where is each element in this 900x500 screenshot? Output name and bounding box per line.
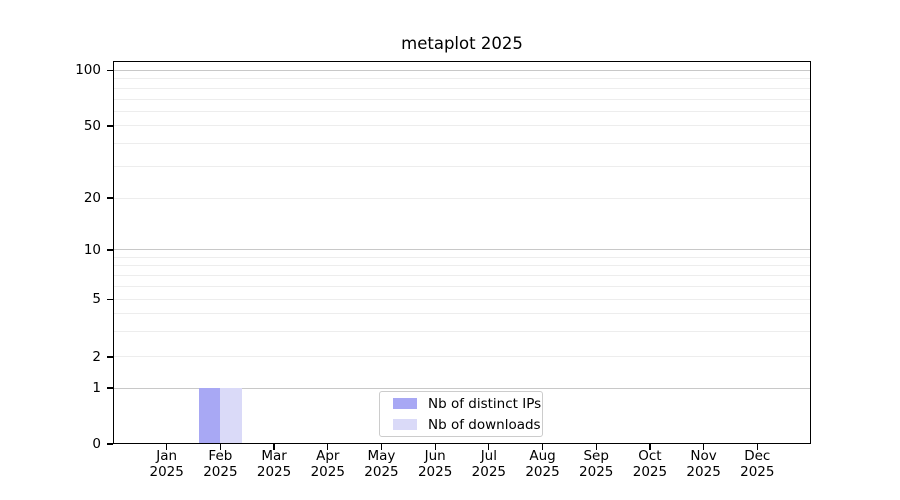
x-tick-month: May [367, 448, 396, 464]
gridline-major [113, 249, 811, 251]
y-tick-mark [107, 125, 113, 127]
x-tick-month: Jun [424, 448, 446, 464]
y-tick-label: 1 [92, 380, 101, 396]
chart-title: metaplot 2025 [401, 34, 523, 53]
y-tick-label: 10 [83, 241, 101, 258]
x-tick-year: 2025 [632, 463, 668, 480]
x-tick-month: Feb [208, 448, 233, 464]
x-tick-year: 2025 [579, 463, 614, 480]
x-tick-year: 2025 [417, 463, 453, 480]
gridline-minor [113, 331, 811, 333]
gridline-minor [113, 197, 811, 199]
x-tick-year: 2025 [310, 463, 345, 480]
gridline-minor [113, 265, 811, 267]
legend-label: Nb of distinct IPs [428, 395, 542, 412]
x-tick-label: Nov 2025 [674, 448, 734, 480]
x-tick-label: May 2025 [351, 448, 411, 480]
legend-swatch-icon [393, 398, 417, 409]
gridline-minor [113, 274, 811, 276]
x-tick-mark [219, 444, 221, 450]
x-tick-mark [649, 444, 651, 450]
x-tick-label: Dec 2025 [727, 448, 787, 480]
gridline-minor [113, 356, 811, 358]
legend-item: Nb of distinct IPs [393, 394, 542, 413]
y-tick-label: 2 [92, 348, 101, 365]
x-tick-label: Jan 2025 [137, 448, 197, 480]
x-tick-label: Mar 2025 [244, 448, 304, 480]
y-tick-mark [107, 356, 113, 358]
y-tick-mark [107, 197, 113, 199]
x-tick-year: 2025 [203, 463, 238, 480]
x-tick-month: Jan [156, 448, 178, 464]
legend-swatch-icon [393, 419, 417, 430]
legend: Nb of distinct IPs Nb of downloads [379, 391, 543, 437]
legend-label: Nb of downloads [428, 416, 541, 433]
gridline-minor [113, 98, 811, 100]
x-tick-year: 2025 [364, 463, 399, 480]
gridline-minor [113, 165, 811, 167]
y-tick-label: 100 [75, 62, 101, 79]
x-tick-label: Apr 2025 [298, 448, 358, 480]
gridline-minor [113, 257, 811, 259]
x-tick-mark [756, 444, 758, 450]
y-tick-mark [107, 69, 113, 72]
y-tick-label: 0 [92, 436, 101, 452]
y-tick-label: 5 [92, 291, 101, 308]
x-tick-month: Nov [690, 448, 717, 464]
gridline-minor [113, 312, 811, 314]
y-tick-label: 20 [83, 190, 101, 206]
x-tick-month: Apr [316, 448, 340, 464]
x-tick-label: Jul 2025 [459, 448, 519, 480]
y-tick-mark [107, 249, 113, 251]
gridline-major [113, 387, 811, 389]
gridline-minor [113, 298, 811, 300]
gridline-minor [113, 143, 811, 145]
gridline-minor [113, 78, 811, 80]
x-tick-label: Oct 2025 [620, 448, 680, 480]
x-tick-month: Sep [583, 448, 609, 464]
gridline-minor [113, 110, 811, 112]
x-tick-mark [488, 444, 490, 450]
x-tick-year: 2025 [256, 463, 292, 480]
x-tick-month: Dec [744, 448, 771, 464]
x-tick-mark [273, 444, 275, 450]
x-tick-mark [434, 444, 436, 450]
x-tick-month: Oct [638, 448, 662, 464]
bar-series-0 [198, 388, 221, 444]
x-tick-mark [327, 444, 329, 450]
x-tick-mark [380, 444, 383, 450]
x-tick-label: Jun 2025 [405, 448, 465, 480]
y-tick-mark [107, 298, 113, 301]
x-tick-month: Aug [529, 448, 556, 464]
x-tick-label: Aug 2025 [513, 448, 573, 480]
x-tick-mark [595, 444, 597, 450]
x-tick-year: 2025 [149, 463, 184, 480]
y-tick-mark [107, 443, 113, 445]
x-tick-year: 2025 [525, 463, 560, 480]
x-tick-mark [541, 444, 544, 450]
x-tick-mark [166, 444, 168, 450]
x-tick-mark [703, 444, 705, 450]
gridline-major [113, 69, 811, 71]
x-tick-month: Mar [261, 448, 287, 464]
gridline-minor [113, 125, 811, 127]
x-tick-label: Feb 2025 [190, 448, 250, 480]
y-tick-mark [107, 387, 113, 389]
gridline-minor [113, 285, 811, 287]
x-tick-year: 2025 [740, 463, 775, 480]
y-tick-label: 50 [83, 117, 101, 134]
plot-area [113, 61, 811, 444]
x-tick-year: 2025 [686, 463, 721, 480]
bar-series-1 [220, 388, 242, 444]
x-tick-month: Jul [480, 448, 497, 464]
gridline-minor [113, 87, 811, 89]
x-tick-label: Sep 2025 [566, 448, 626, 480]
legend-item: Nb of downloads [393, 415, 542, 434]
x-tick-year: 2025 [471, 463, 507, 480]
